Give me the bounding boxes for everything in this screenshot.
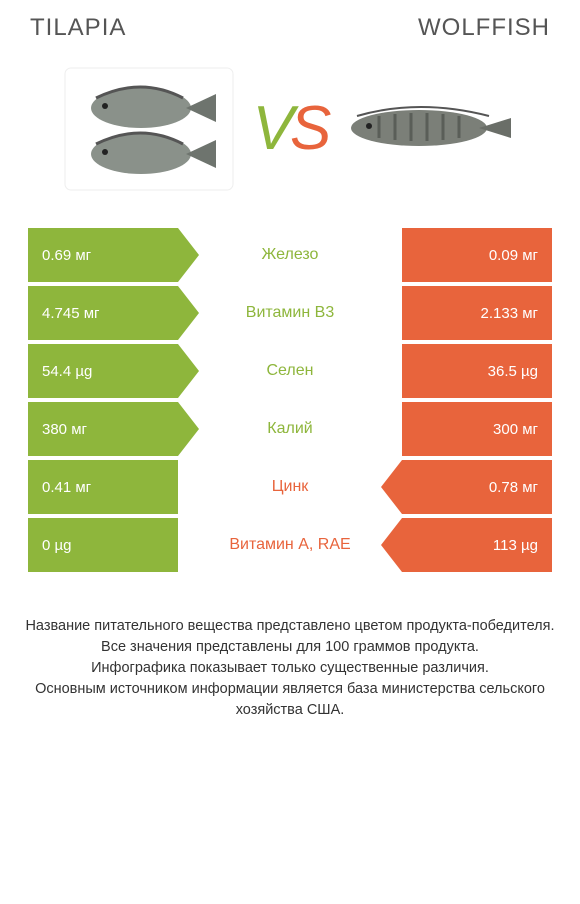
right-value: 113 µg (402, 518, 552, 572)
left-title: TILAPIA (30, 14, 126, 42)
nutrient-label: Витамин A, RAE (178, 518, 402, 572)
vs-label: VS (253, 93, 328, 164)
nutrient-label: Витамин B3 (178, 286, 402, 340)
wolffish-image (339, 58, 519, 198)
vs-row: VS (0, 48, 580, 228)
right-value: 36.5 µg (402, 344, 552, 398)
footer-line: Все значения представлены для 100 граммо… (24, 637, 556, 658)
right-value: 0.09 мг (402, 228, 552, 282)
left-value: 0 µg (28, 518, 178, 572)
nutrient-label: Железо (178, 228, 402, 282)
table-row: 54.4 µg Селен 36.5 µg (0, 344, 580, 398)
left-value: 380 мг (28, 402, 178, 456)
left-value: 0.41 мг (28, 460, 178, 514)
table-row: 0 µg Витамин A, RAE 113 µg (0, 518, 580, 572)
nutrient-label: Цинк (178, 460, 402, 514)
nutrient-label: Калий (178, 402, 402, 456)
right-value: 0.78 мг (402, 460, 552, 514)
header-row: TILAPIA WOLFFISH (0, 0, 580, 48)
vs-s: S (290, 94, 327, 163)
footer-line: Название питательного вещества представл… (24, 616, 556, 637)
table-row: 4.745 мг Витамин B3 2.133 мг (0, 286, 580, 340)
footer-note: Название питательного вещества представл… (0, 576, 580, 721)
right-value: 300 мг (402, 402, 552, 456)
nutrient-label: Селен (178, 344, 402, 398)
table-row: 0.41 мг Цинк 0.78 мг (0, 460, 580, 514)
footer-line: Основным источником информации является … (24, 679, 556, 721)
right-title: WOLFFISH (418, 14, 550, 42)
vs-v: V (253, 94, 290, 163)
right-value: 2.133 мг (402, 286, 552, 340)
left-value: 0.69 мг (28, 228, 178, 282)
tilapia-image (61, 58, 241, 198)
comparison-table: 0.69 мг Железо 0.09 мг 4.745 мг Витамин … (0, 228, 580, 572)
left-value: 54.4 µg (28, 344, 178, 398)
footer-line: Инфографика показывает только существенн… (24, 658, 556, 679)
table-row: 380 мг Калий 300 мг (0, 402, 580, 456)
table-row: 0.69 мг Железо 0.09 мг (0, 228, 580, 282)
left-value: 4.745 мг (28, 286, 178, 340)
